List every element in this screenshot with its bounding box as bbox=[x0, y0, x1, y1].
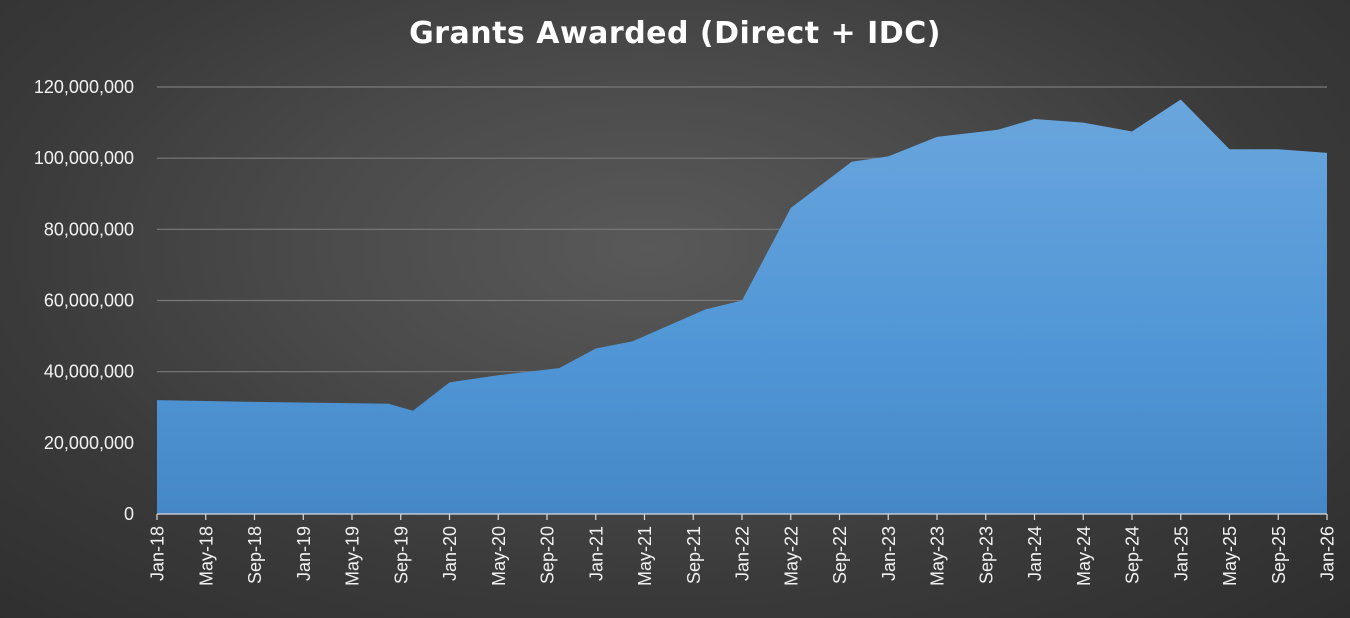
x-tick-label: Sep-21 bbox=[684, 526, 704, 584]
x-tick-label: Sep-24 bbox=[1123, 526, 1143, 584]
y-tick-label: 20,000,000 bbox=[44, 433, 134, 453]
chart-title: Grants Awarded (Direct + IDC) bbox=[409, 16, 941, 51]
x-tick-label: May-23 bbox=[928, 526, 948, 586]
y-tick-label: 80,000,000 bbox=[44, 219, 134, 239]
x-tick-label: Jan-23 bbox=[879, 526, 899, 581]
y-tick-label: 40,000,000 bbox=[44, 362, 134, 382]
x-tick-label: Sep-19 bbox=[391, 526, 411, 584]
x-tick-label: May-19 bbox=[343, 526, 363, 586]
x-tick-label: Jan-22 bbox=[733, 526, 753, 581]
x-tick-label: May-25 bbox=[1220, 526, 1240, 586]
y-tick-label: 60,000,000 bbox=[44, 291, 134, 311]
x-tick-label: May-18 bbox=[196, 526, 216, 586]
y-axis-tick-labels: 0 20,000,000 40,000,000 60,000,000 80,000,00… bbox=[34, 77, 134, 524]
x-tick-label: May-24 bbox=[1074, 526, 1094, 586]
axes bbox=[156, 513, 1328, 520]
x-tick-label: Sep-22 bbox=[830, 526, 850, 584]
x-tick-label: Sep-25 bbox=[1269, 526, 1289, 584]
x-tick-label: Jan-19 bbox=[294, 526, 314, 581]
x-tick-label: Jan-24 bbox=[1025, 526, 1045, 581]
x-tick-label: Jan-21 bbox=[586, 526, 606, 581]
x-tick-label: Sep-20 bbox=[538, 526, 558, 584]
x-axis-tick-labels: Jan-18 May-18 Sep-18 Jan-19 May-19 Sep-19 Jan-… bbox=[148, 526, 1338, 586]
x-tick-label: Jan-18 bbox=[148, 526, 168, 581]
y-tick-label: 100,000,000 bbox=[34, 148, 134, 168]
series-area-group bbox=[157, 99, 1327, 514]
x-tick-label: May-20 bbox=[489, 526, 509, 586]
y-tick-label: 120,000,000 bbox=[34, 77, 134, 97]
x-tick-label: May-22 bbox=[781, 526, 801, 586]
x-tick-label: Sep-18 bbox=[245, 526, 265, 584]
x-tick-label: May-21 bbox=[635, 526, 655, 586]
x-tick-label: Jan-26 bbox=[1318, 526, 1338, 581]
x-tick-label: Jan-25 bbox=[1171, 526, 1191, 581]
y-tick-label: 0 bbox=[124, 504, 134, 524]
x-tick-label: Jan-20 bbox=[440, 526, 460, 581]
x-tick-label: Sep-23 bbox=[976, 526, 996, 584]
series-area bbox=[157, 99, 1327, 514]
